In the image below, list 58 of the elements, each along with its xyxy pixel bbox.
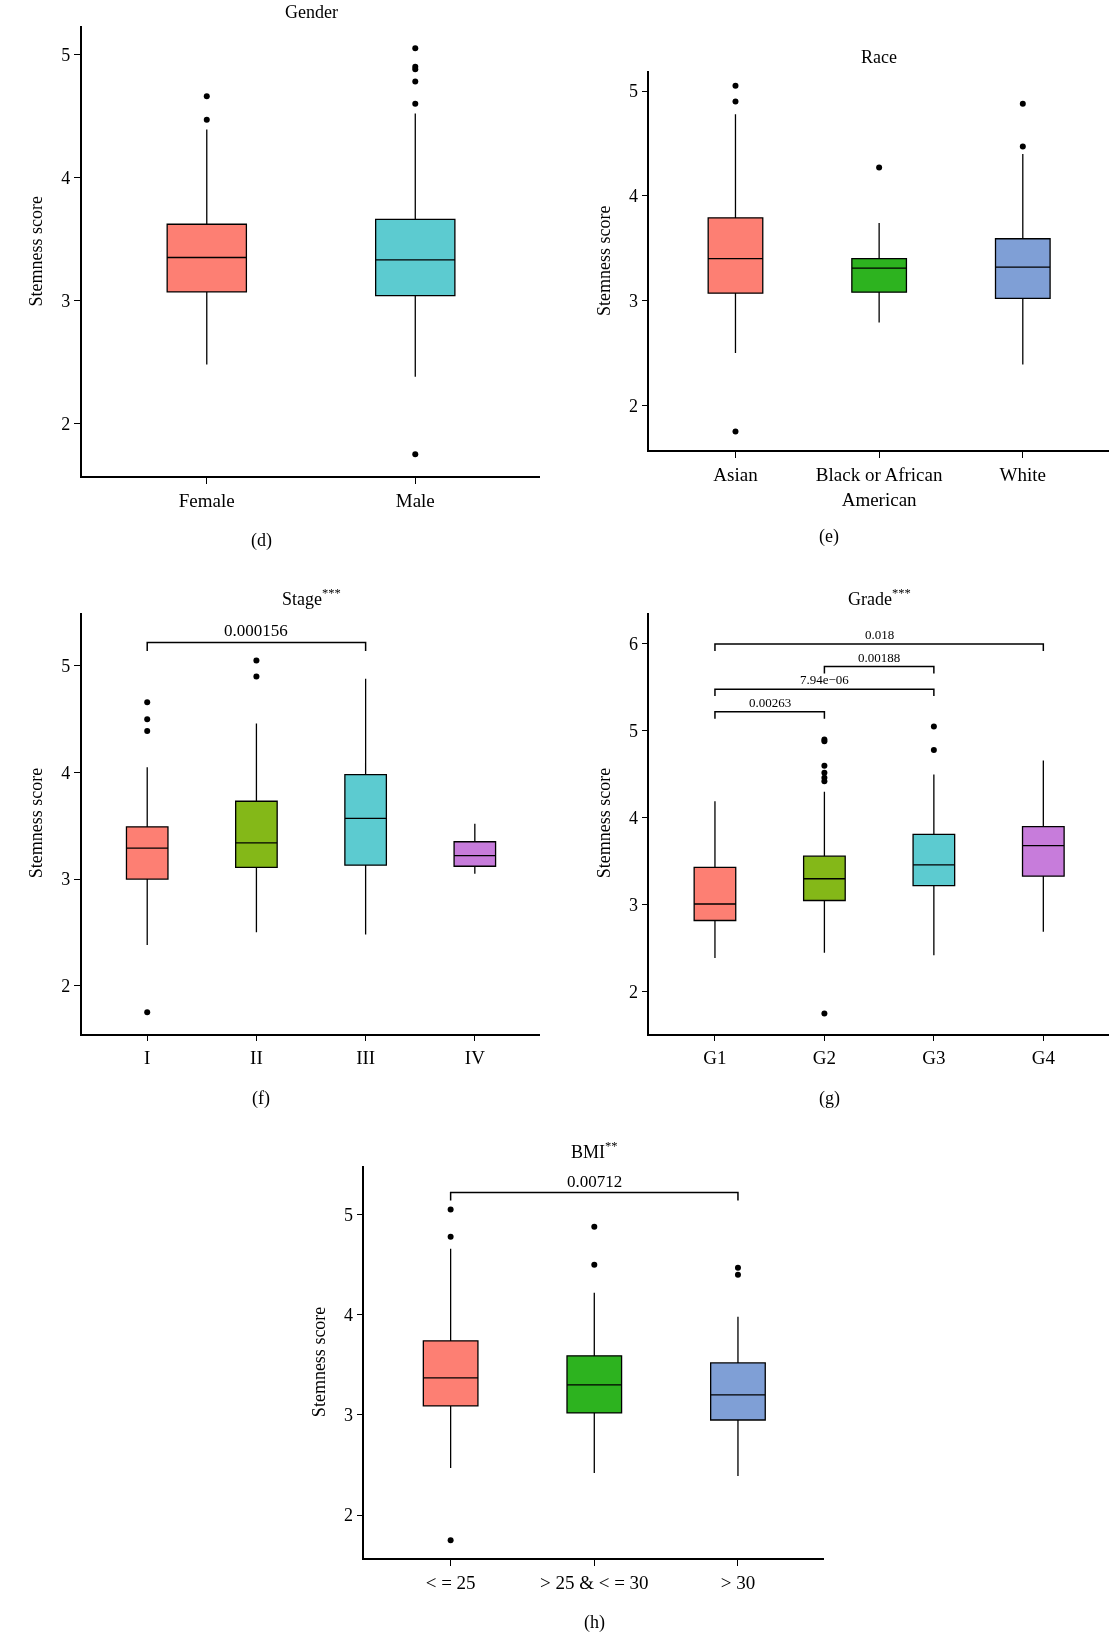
- y-tick-label: 4: [344, 1305, 354, 1326]
- y-axis-title: Stemness score: [308, 1306, 329, 1418]
- x-tick-label: < = 25: [425, 1571, 476, 1593]
- annotation: 0.018: [865, 627, 895, 642]
- y-tick-label: 4: [628, 808, 638, 829]
- x-tick-label: Asian: [713, 463, 759, 485]
- x-tick-label: > 25 & < = 30: [539, 1571, 649, 1593]
- text: (d): [251, 530, 272, 551]
- y-tick-label: 4: [628, 186, 638, 207]
- chart-title: Race: [861, 47, 897, 67]
- y-axis-title: Stemness score: [26, 767, 47, 879]
- y-tick-label: 6: [628, 634, 638, 655]
- x-tick-label: IV: [464, 1047, 486, 1069]
- chart-title: Gender: [285, 2, 338, 22]
- y-tick-label: 3: [61, 869, 71, 890]
- y-tick-label: 5: [628, 81, 638, 102]
- text: (e): [819, 526, 839, 547]
- y-tick-label: 2: [344, 1505, 354, 1526]
- x-tick-label: > 30: [720, 1571, 756, 1593]
- y-tick-label: 3: [344, 1405, 354, 1426]
- x-tick-label: G4: [1031, 1047, 1056, 1069]
- text: (g): [819, 1088, 840, 1109]
- y-tick-label: 2: [628, 982, 638, 1003]
- y-tick-label: 4: [61, 762, 71, 783]
- y-tick-label: 3: [628, 290, 638, 311]
- x-tick-label: Black or African American: [815, 463, 943, 510]
- x-tick-label: I: [144, 1047, 151, 1069]
- chart-title: BMI$^{**}$: [571, 1139, 618, 1162]
- y-tick-label: 2: [61, 413, 71, 434]
- annotation: 0.000156: [224, 621, 288, 640]
- annotation: 7.94e−06: [800, 672, 850, 687]
- y-tick-label: 5: [628, 721, 638, 742]
- annotation: 0.00188: [858, 650, 901, 665]
- x-tick-label: III: [356, 1047, 376, 1069]
- y-tick-label: 3: [61, 290, 71, 311]
- y-tick-label: 2: [61, 975, 71, 996]
- y-axis-title: Stemness score: [26, 196, 47, 307]
- x-tick-label: Female: [178, 490, 235, 512]
- y-tick-label: 5: [61, 656, 71, 677]
- x-tick-label: G3: [922, 1047, 946, 1069]
- chart-title: Grade$^{***}$: [848, 586, 911, 609]
- x-tick-label: II: [250, 1047, 263, 1069]
- x-tick-label: White: [999, 463, 1047, 485]
- y-axis-title: Stemness score: [593, 205, 614, 316]
- annotation: 0.00263: [749, 695, 792, 710]
- y-axis-title: Stemness score: [593, 767, 614, 879]
- chart-title: Stage$^{***}$: [282, 586, 341, 609]
- y-tick-label: 4: [61, 167, 71, 188]
- y-tick-label: 3: [628, 895, 638, 916]
- y-tick-label: 2: [628, 395, 638, 416]
- annotation: 0.00712: [567, 1172, 623, 1191]
- x-tick-label: G2: [812, 1047, 837, 1069]
- text: (h): [584, 1612, 605, 1633]
- y-tick-label: 5: [61, 44, 71, 65]
- y-tick-label: 5: [344, 1204, 354, 1225]
- x-tick-label: G1: [703, 1047, 727, 1069]
- x-tick-label: Male: [395, 490, 435, 512]
- text: (f): [252, 1088, 270, 1109]
